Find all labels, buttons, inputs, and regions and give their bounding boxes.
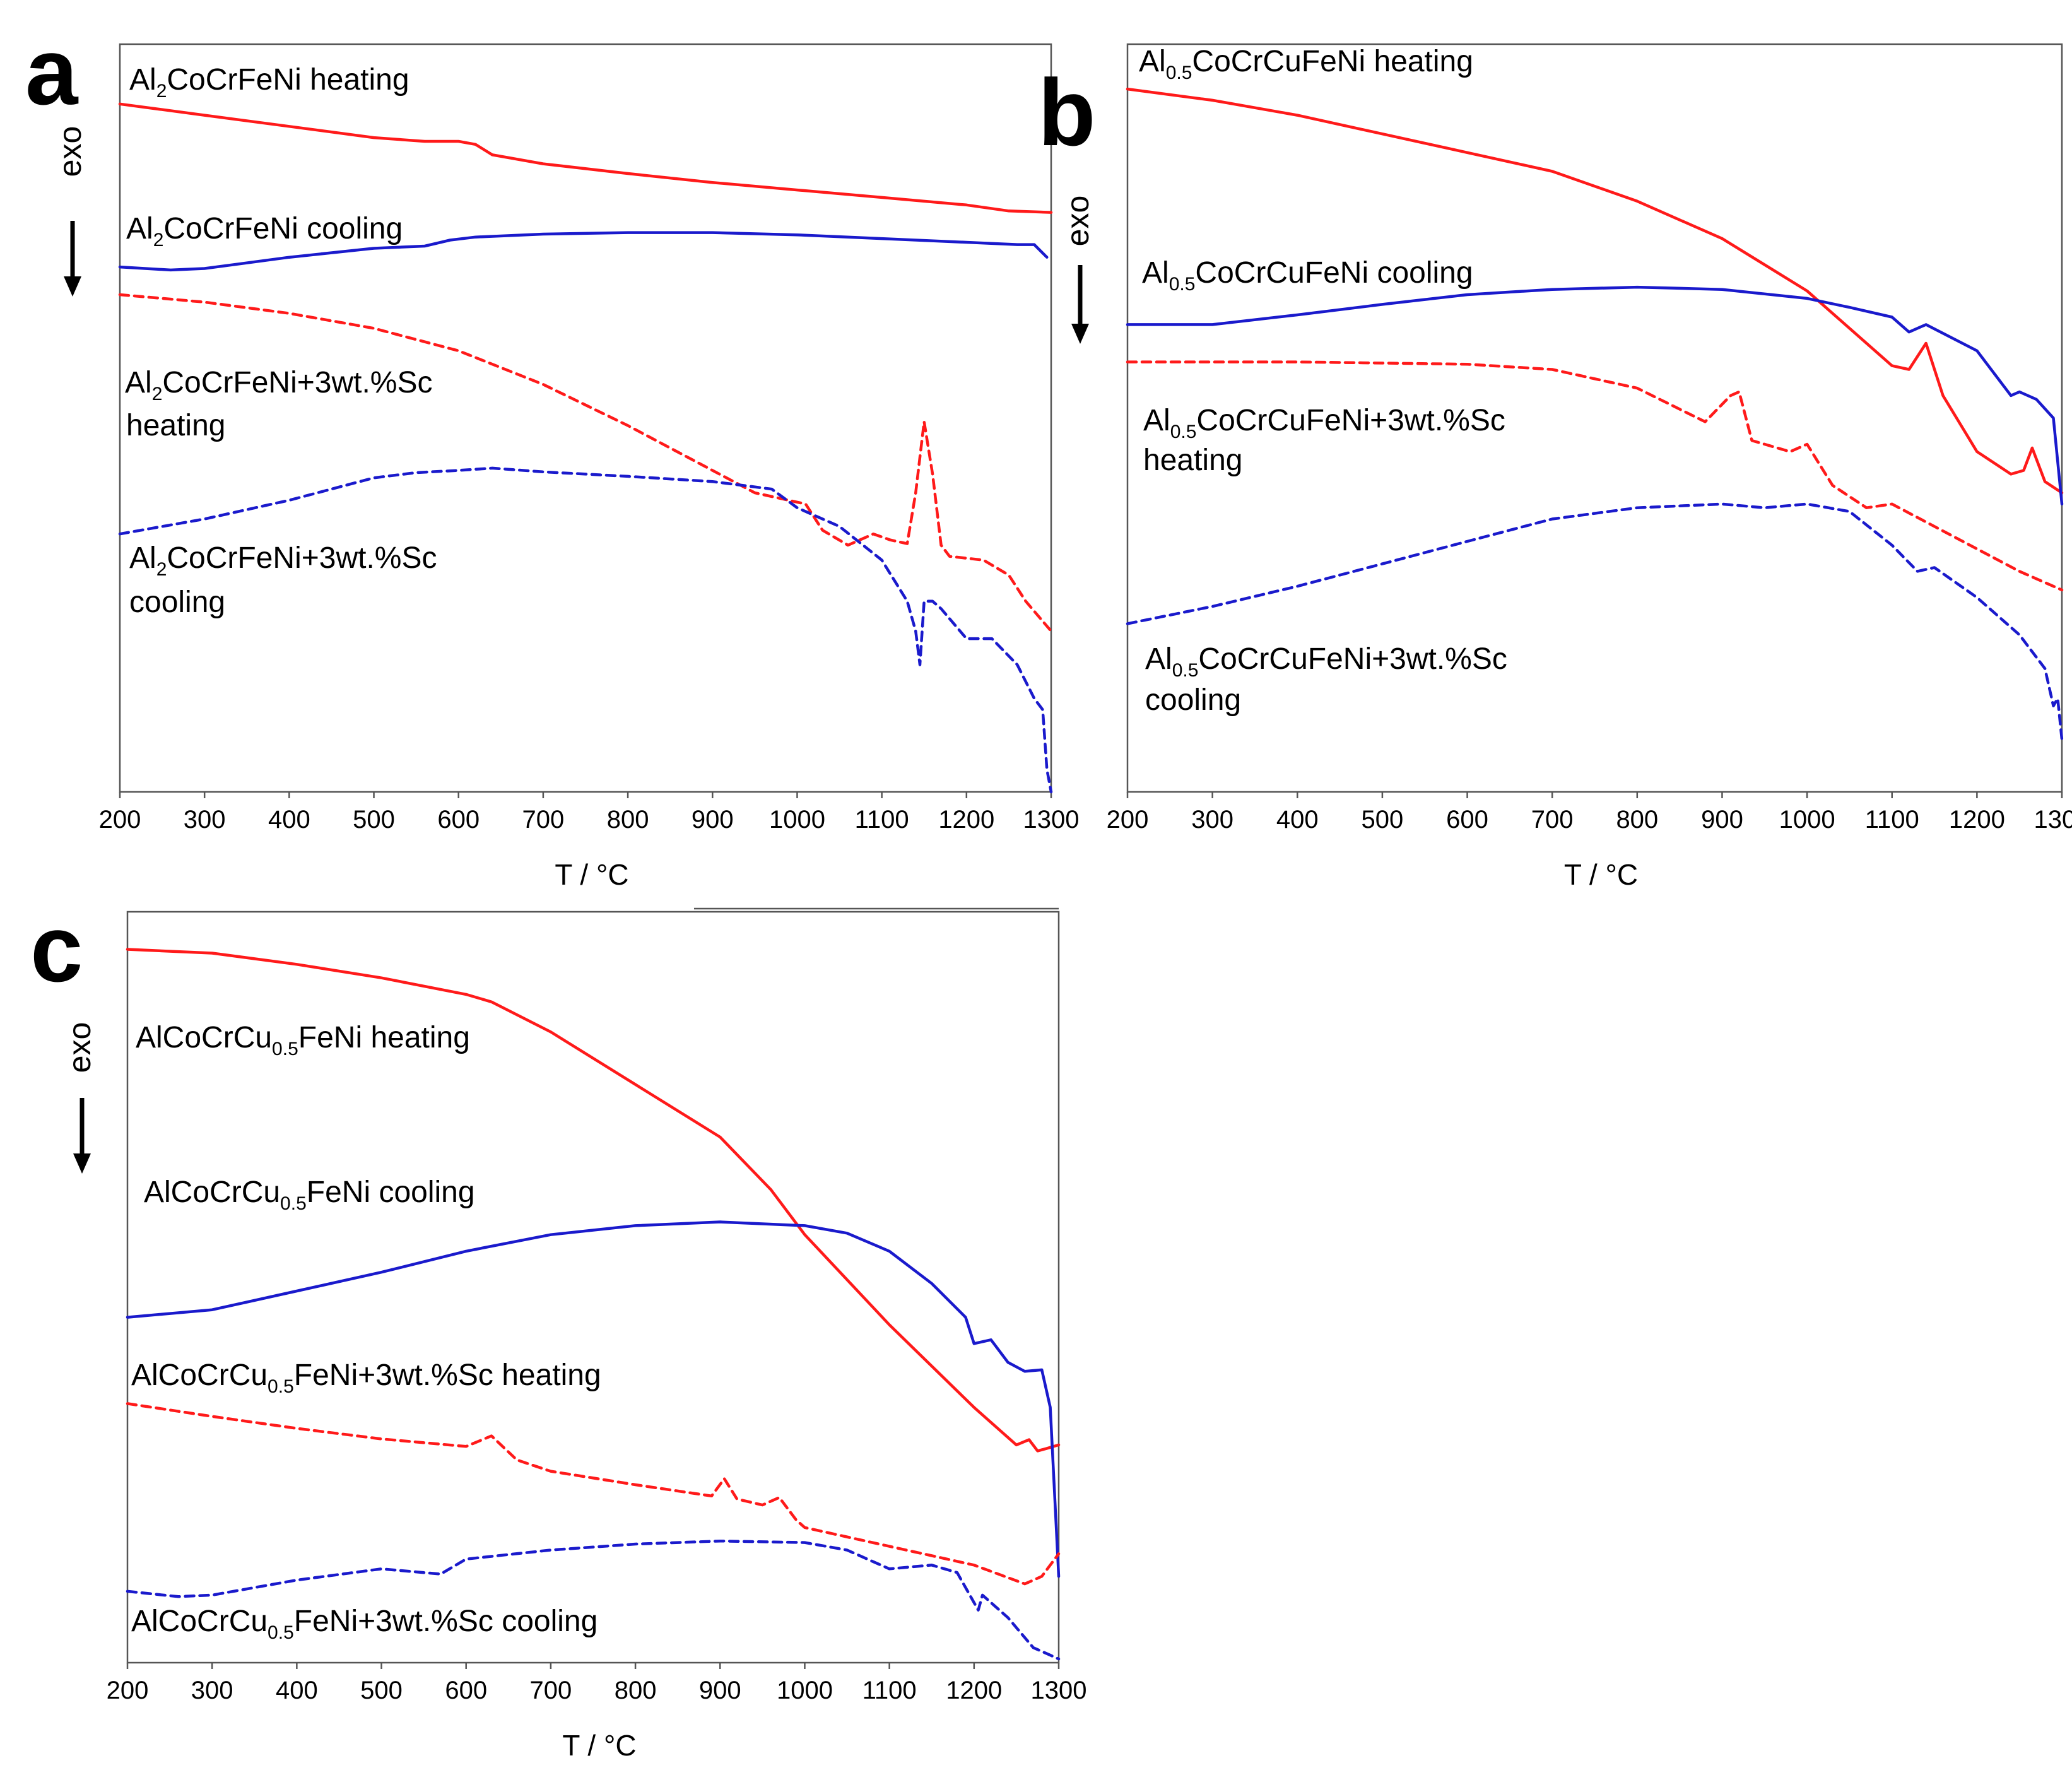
x-axis-title: T / °C — [562, 1729, 636, 1762]
x-tick-label: 200 — [107, 1677, 149, 1704]
x-tick-label: 800 — [607, 806, 649, 834]
series-label-3: Al2CoCrFeNi+3wt.%Sc — [125, 366, 432, 404]
series-label-4: Al2CoCrFeNi+3wt.%Sc — [129, 541, 437, 580]
x-tick-label: 1000 — [769, 806, 825, 834]
panel-letter: a — [25, 18, 79, 124]
series-label-1: AlCoCrCu0.5FeNi heating — [136, 1021, 470, 1059]
series-label-4: Al0.5CoCrCuFeNi+3wt.%Sc — [1145, 642, 1507, 681]
x-tick-label: 1200 — [946, 1677, 1002, 1704]
x-tick-label: 1100 — [1865, 806, 1919, 834]
series-line-3 — [126, 1402, 1061, 1586]
x-tick-label: 500 — [360, 1677, 403, 1704]
x-tick-label: 1100 — [855, 806, 909, 834]
x-tick-label: 600 — [437, 806, 480, 834]
x-tick-label: 1300 — [2034, 806, 2072, 834]
x-tick-label: 500 — [353, 806, 395, 834]
series-label-3-line2: heating — [126, 409, 225, 442]
x-axis-title: T / °C — [555, 858, 628, 891]
x-tick-label: 1000 — [777, 1677, 833, 1704]
x-tick-label: 300 — [1191, 806, 1233, 834]
x-tick-label: 800 — [615, 1677, 657, 1704]
panel-letter: b — [1038, 59, 1096, 165]
x-tick-label: 500 — [1362, 806, 1404, 834]
x-tick-label: 900 — [692, 806, 734, 834]
series-line-4 — [1126, 502, 2064, 741]
series-line-1 — [1126, 87, 2064, 495]
x-tick-label: 300 — [184, 806, 226, 834]
series-line-4 — [118, 466, 1053, 794]
plot-frame — [126, 911, 1060, 1664]
panel-c: 200 300 400 500 600 700 800 900 1000 1100 1200 1300… — [30, 895, 1086, 1762]
plot-frame — [1126, 43, 2063, 793]
series-label-3: Al0.5CoCrCuFeNi+3wt.%Sc — [1143, 404, 1505, 442]
series-label-1: Al0.5CoCrCuFeNi heating — [1139, 45, 1473, 83]
x-tick-label: 400 — [276, 1677, 318, 1704]
x-tick-label: 1300 — [1023, 806, 1080, 834]
panel-a: 200 300 400 500 600 700 800 900 1000 1100 1200 1300… — [25, 18, 1079, 891]
series-label-4-line2: cooling — [129, 586, 225, 619]
x-tick-label: 1200 — [938, 806, 994, 834]
y-axis-exo-label: exo — [52, 126, 88, 177]
series-line-2 — [1126, 285, 2064, 506]
x-tick-label: 1100 — [862, 1677, 917, 1704]
x-axis-title: T / °C — [1564, 858, 1638, 891]
x-tick-label: 600 — [445, 1677, 487, 1704]
plot-frame — [119, 43, 1052, 793]
series-line-3 — [118, 293, 1053, 633]
y-axis-exo-label: exo — [1060, 196, 1095, 247]
x-tick-label: 800 — [1616, 806, 1658, 834]
down-arrow-icon — [73, 1098, 91, 1174]
series-label-4-line2: cooling — [1145, 683, 1241, 717]
series-line-3 — [1126, 360, 2064, 592]
y-axis-exo-label: exo — [62, 1022, 97, 1073]
x-tick-label: 400 — [1276, 806, 1319, 834]
series-label-1: Al2CoCrFeNi heating — [129, 63, 409, 102]
panel-letter: c — [30, 895, 83, 1001]
series-label-3: AlCoCrCu0.5FeNi+3wt.%Sc heating — [131, 1359, 601, 1397]
down-arrow-icon — [64, 221, 81, 297]
series-line-1 — [126, 948, 1061, 1453]
series-label-2: AlCoCrCu0.5FeNi cooling — [144, 1176, 475, 1214]
down-arrow-icon — [1071, 265, 1089, 344]
series-label-4: AlCoCrCu0.5FeNi+3wt.%Sc cooling — [131, 1605, 597, 1643]
x-tick-label: 1300 — [1031, 1677, 1087, 1704]
x-tick-label: 700 — [530, 1677, 572, 1704]
series-label-2: Al2CoCrFeNi cooling — [126, 212, 403, 251]
x-tick-label: 1000 — [1779, 806, 1835, 834]
series-line-4 — [126, 1539, 1061, 1661]
x-tick-label: 200 — [1107, 806, 1149, 834]
x-tick-label: 900 — [699, 1677, 741, 1704]
series-line-2 — [118, 231, 1049, 272]
series-line-1 — [118, 102, 1053, 214]
series-line-2 — [126, 1220, 1061, 1578]
x-tick-label: 700 — [522, 806, 565, 834]
x-tick-label: 200 — [99, 806, 141, 834]
x-tick-label: 600 — [1446, 806, 1488, 834]
x-tick-label: 400 — [268, 806, 310, 834]
x-tick-label: 900 — [1701, 806, 1743, 834]
x-tick-label: 1200 — [1949, 806, 2005, 834]
series-label-2: Al0.5CoCrCuFeNi cooling — [1142, 256, 1473, 295]
x-tick-label: 300 — [191, 1677, 233, 1704]
series-label-3-line2: heating — [1143, 444, 1242, 477]
x-tick-label: 700 — [1531, 806, 1574, 834]
panel-b: 200 300 400 500 600 700 800 900 1000 1100 1200 1300… — [1038, 43, 2072, 891]
